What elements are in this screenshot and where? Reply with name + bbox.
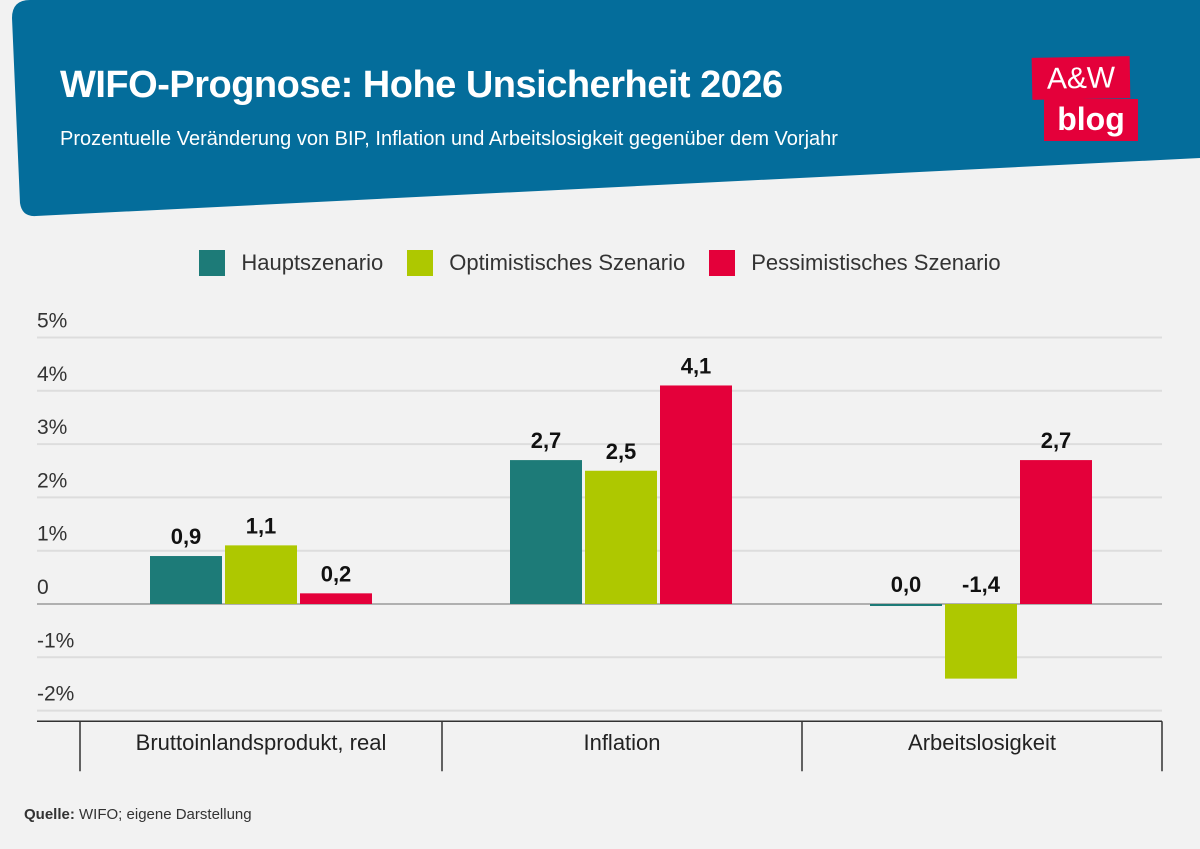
bar-0-0 xyxy=(150,556,222,604)
bar-2-1 xyxy=(660,385,732,604)
legend-label: Pessimistisches Szenario xyxy=(751,250,1001,275)
category-label: Bruttoinlandsprodukt, real xyxy=(136,730,387,755)
legend: Hauptszenario Optimistisches Szenario Pe… xyxy=(0,250,1200,276)
y-tick-label: 5% xyxy=(37,310,67,333)
bar-1-2 xyxy=(945,604,1017,679)
legend-item-pessimistisch: Pessimistisches Szenario xyxy=(709,250,1001,276)
y-tick-label: 3% xyxy=(37,416,67,439)
data-label: 2,7 xyxy=(1041,428,1072,453)
legend-item-hauptszenario: Hauptszenario xyxy=(199,250,383,276)
y-tick-label: 4% xyxy=(37,363,67,386)
data-label: 2,7 xyxy=(531,428,562,453)
chart-title: WIFO-Prognose: Hohe Unsicherheit 2026 xyxy=(60,64,783,106)
legend-label: Hauptszenario xyxy=(241,250,384,275)
bar-0-1 xyxy=(510,460,582,604)
legend-label: Optimistisches Szenario xyxy=(449,250,686,275)
bar-2-2 xyxy=(1020,460,1092,604)
chart-subtitle: Prozentuelle Veränderung von BIP, Inflat… xyxy=(60,128,838,150)
y-tick-label: -2% xyxy=(37,683,74,706)
data-label: 4,1 xyxy=(681,353,712,378)
bar-1-0 xyxy=(225,545,297,604)
legend-item-optimistisch: Optimistisches Szenario xyxy=(407,250,685,276)
data-label: 1,1 xyxy=(246,513,277,538)
header-banner xyxy=(12,0,1200,217)
y-tick-label: 0 xyxy=(37,576,49,599)
source-note: Quelle: WIFO; eigene Darstellung xyxy=(24,806,252,823)
bar-0-2 xyxy=(870,604,942,606)
data-label: 0,0 xyxy=(891,572,922,597)
data-label: -1,4 xyxy=(962,572,1001,597)
category-label: Inflation xyxy=(583,730,660,755)
y-tick-label: -1% xyxy=(37,629,74,652)
data-label: 0,2 xyxy=(321,561,352,586)
y-tick-label: 2% xyxy=(37,469,67,492)
category-label: Arbeitslosigkeit xyxy=(908,730,1056,755)
y-tick-label: 1% xyxy=(37,523,67,546)
bar-1-1 xyxy=(585,470,657,604)
data-label: 0,9 xyxy=(171,524,202,549)
data-label: 2,5 xyxy=(606,439,637,464)
bar-2-0 xyxy=(300,593,372,604)
